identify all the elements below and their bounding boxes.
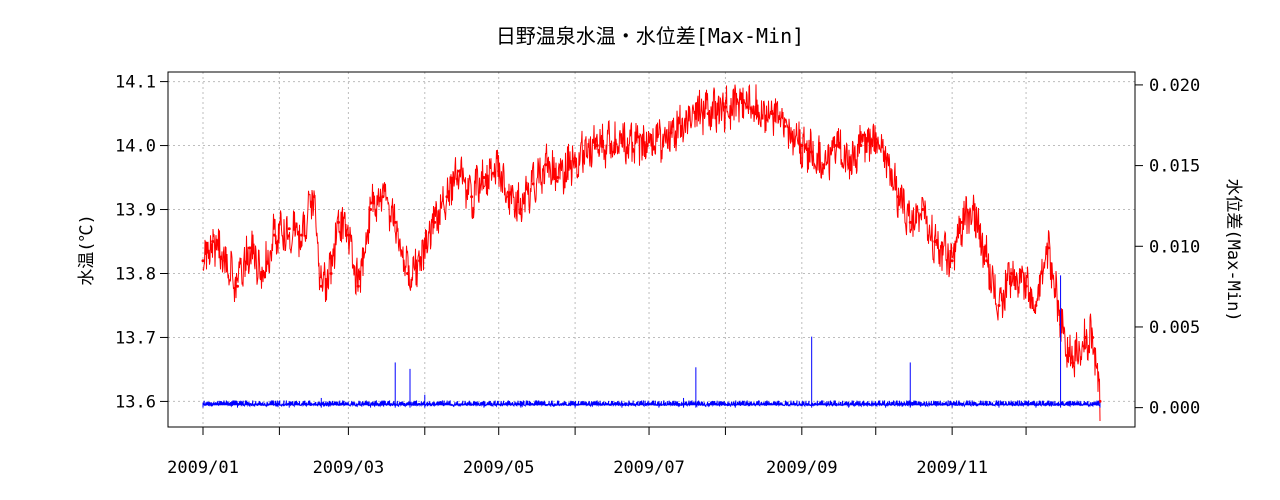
temp-point	[822, 163, 826, 167]
y-tick-label-left: 13.9	[115, 201, 156, 221]
temp-point	[337, 220, 341, 224]
temp-point	[859, 144, 863, 148]
temp-point	[884, 156, 888, 160]
temp-point	[556, 176, 560, 180]
temp-point	[406, 271, 410, 275]
series-0	[201, 83, 1102, 422]
x-tick-label: 2009/07	[613, 458, 685, 478]
temp-point	[921, 208, 925, 212]
x-tick-label: 2009/05	[463, 458, 535, 478]
temp-point	[620, 137, 624, 141]
temp-point	[223, 259, 227, 263]
temp-point	[834, 144, 838, 148]
y-tick-label-right: 0.005	[1149, 318, 1200, 338]
temp-point	[985, 259, 989, 263]
temp-point	[433, 220, 437, 224]
water-temp-noise	[202, 83, 1101, 422]
temp-point	[960, 220, 964, 224]
level-diff-noise	[202, 400, 1100, 408]
temp-point	[847, 163, 851, 167]
y-axis-label-left: 水温(℃)	[77, 214, 97, 285]
temp-point	[381, 195, 385, 199]
temp-point	[1009, 271, 1013, 275]
temp-point	[800, 144, 804, 148]
temp-point	[997, 303, 1001, 307]
x-tick-label: 2009/01	[167, 458, 239, 478]
y-tick-label-right: 0.000	[1149, 399, 1200, 419]
x-tick-label: 2009/09	[766, 458, 838, 478]
temp-point	[1091, 335, 1095, 339]
temp-point	[445, 195, 449, 199]
temp-point	[706, 112, 710, 116]
y-tick-label-right: 0.015	[1149, 157, 1200, 177]
temp-point	[746, 105, 750, 109]
temp-point	[201, 259, 205, 263]
x-tick-label: 2009/11	[916, 458, 988, 478]
y-tick-label-left: 14.1	[115, 73, 156, 93]
temp-point	[356, 284, 360, 288]
y-axis-right: 0.000 0.005 0.010 0.015 0.020	[1135, 76, 1200, 419]
y-tick-label-left: 13.7	[115, 328, 156, 348]
temp-point	[1034, 303, 1038, 307]
temp-point	[346, 233, 350, 237]
temp-point	[1071, 361, 1075, 365]
y-tick-label-right: 0.010	[1149, 237, 1200, 257]
temp-point	[300, 233, 304, 237]
temp-point	[950, 259, 954, 263]
temp-point	[260, 271, 264, 275]
temp-point	[544, 163, 548, 167]
temp-point	[369, 208, 373, 212]
temp-point	[908, 220, 912, 224]
temp-point	[645, 144, 649, 148]
temp-point	[393, 220, 397, 224]
temp-point	[896, 195, 900, 199]
temp-point	[933, 240, 937, 244]
temp-point	[1083, 335, 1087, 339]
temp-point	[1046, 246, 1050, 250]
series-layer	[201, 83, 1102, 422]
temp-point	[457, 169, 461, 173]
y-tick-label-left: 14.0	[115, 137, 156, 157]
y-tick-label-left: 13.6	[115, 392, 156, 412]
temp-point	[519, 208, 523, 212]
temp-point	[272, 233, 276, 237]
x-axis: 2009/01 2009/03 2009/05 2009/07 2009/09 2009/…	[167, 427, 1027, 478]
temp-point	[723, 105, 727, 109]
y-tick-label-left: 13.8	[115, 264, 156, 284]
temp-point	[418, 259, 422, 263]
temp-point	[531, 182, 535, 186]
temp-point	[248, 246, 252, 250]
temp-point	[211, 240, 215, 244]
temp-point	[770, 112, 774, 116]
y-tick-label-right: 0.020	[1149, 76, 1200, 96]
series-1	[202, 275, 1101, 408]
temp-point	[236, 284, 239, 288]
temp-point	[1024, 284, 1028, 288]
temp-point	[287, 227, 291, 231]
temp-point	[694, 112, 698, 116]
temp-point	[482, 176, 486, 180]
temp-point	[810, 150, 814, 154]
chart-title: 日野温泉水温・水位差[Max-Min]	[496, 24, 804, 48]
temp-point	[874, 137, 878, 141]
temp-point	[507, 195, 511, 199]
temp-point	[319, 284, 323, 288]
temp-point	[573, 156, 577, 160]
temp-point	[669, 131, 673, 135]
x-tick-label: 2009/03	[313, 458, 385, 478]
temp-point	[329, 271, 333, 275]
temp-point	[312, 195, 316, 199]
temp-point	[972, 208, 976, 212]
plot-frame	[167, 71, 1136, 428]
y-axis-left: 13.6 13.7 13.8 13.9 14.0 14.1	[115, 73, 168, 412]
temp-point	[783, 124, 787, 128]
temp-point	[595, 144, 599, 148]
temp-point	[497, 169, 501, 173]
temp-point	[470, 195, 474, 199]
y-axis-label-right: 水位差(Max-Min)	[1223, 178, 1243, 321]
gridlines	[168, 72, 1135, 427]
